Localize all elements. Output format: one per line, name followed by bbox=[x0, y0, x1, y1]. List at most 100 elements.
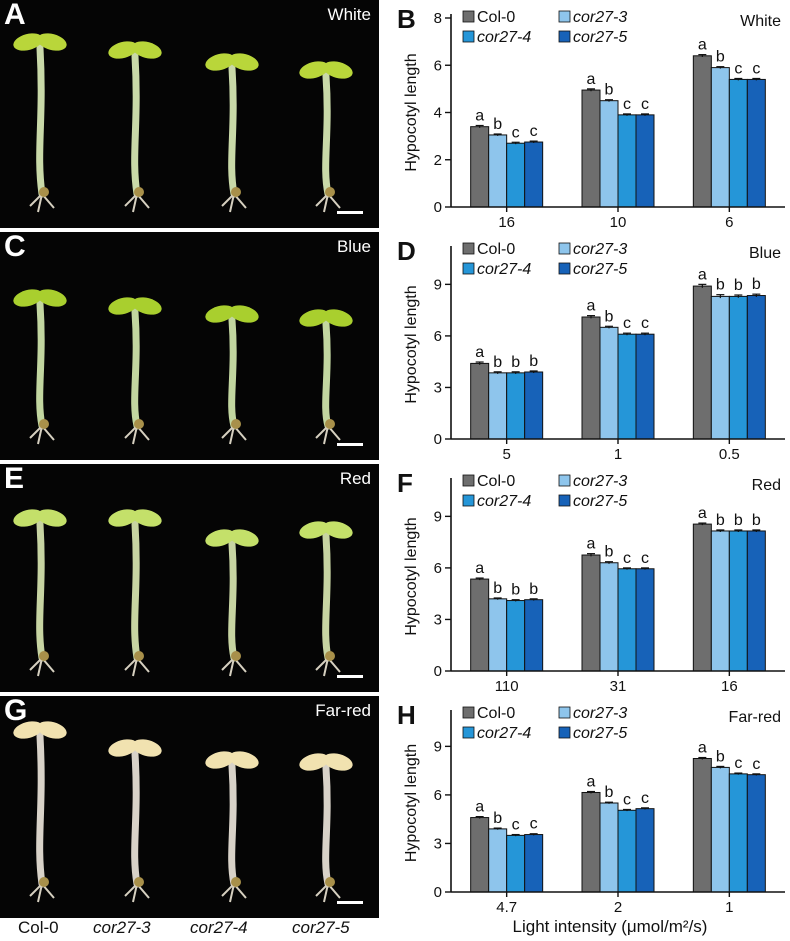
cotyledon bbox=[299, 309, 329, 327]
significance-letter: c bbox=[752, 756, 760, 773]
panel-letter: E bbox=[4, 464, 25, 495]
bar bbox=[524, 371, 544, 440]
bar bbox=[710, 67, 730, 208]
scale-bar bbox=[337, 443, 363, 446]
significance-letter: c bbox=[530, 123, 538, 140]
y-tick-label: 0 bbox=[434, 431, 442, 448]
hypocotyl bbox=[322, 72, 332, 198]
root-hairs bbox=[124, 882, 150, 903]
y-tick-label: 4 bbox=[434, 105, 442, 122]
panel-letter: F bbox=[397, 468, 413, 498]
bar bbox=[617, 114, 637, 208]
condition-label: Red bbox=[339, 469, 371, 488]
legend-label: cor27-5 bbox=[573, 493, 627, 510]
cotyledon bbox=[13, 721, 43, 739]
root-hairs bbox=[124, 192, 150, 213]
cotyledon bbox=[108, 739, 138, 757]
y-tick-label: 0 bbox=[434, 199, 442, 216]
legend-swatch bbox=[462, 10, 475, 23]
cotyledon bbox=[108, 41, 138, 59]
seed-coat bbox=[39, 877, 49, 887]
hypocotyl bbox=[322, 320, 332, 430]
cotyledon bbox=[108, 297, 138, 315]
seed-coat bbox=[39, 187, 49, 197]
significance-letter: b bbox=[511, 354, 520, 371]
legend-swatch bbox=[462, 706, 475, 719]
y-tick-label: 6 bbox=[434, 328, 442, 345]
panel-letter: H bbox=[397, 700, 416, 730]
significance-letter: c bbox=[641, 790, 649, 807]
bar bbox=[488, 828, 508, 893]
cotyledon bbox=[205, 751, 235, 769]
seed-coat bbox=[39, 419, 49, 429]
y-tick-label: 3 bbox=[434, 379, 442, 396]
bar bbox=[581, 554, 601, 672]
hypocotyl bbox=[322, 532, 332, 662]
root-hairs bbox=[29, 424, 55, 445]
root-hairs bbox=[221, 656, 247, 677]
cotyledon bbox=[37, 721, 67, 739]
cotyledon bbox=[132, 41, 162, 59]
significance-letter: c bbox=[641, 315, 649, 332]
x-tick-label: 16 bbox=[721, 678, 738, 695]
significance-letter: a bbox=[475, 344, 484, 361]
seed-coat bbox=[134, 651, 144, 661]
x-tick-label: 1 bbox=[725, 899, 733, 916]
hypocotyl bbox=[228, 762, 238, 888]
photo-panel-a: A White bbox=[0, 0, 379, 228]
significance-letter: a bbox=[698, 505, 707, 522]
cotyledon bbox=[323, 521, 353, 539]
bar bbox=[728, 295, 748, 440]
seed-coat bbox=[39, 651, 49, 661]
bar bbox=[728, 773, 748, 893]
cotyledon bbox=[132, 509, 162, 527]
seed-coat bbox=[134, 877, 144, 887]
significance-letter: b bbox=[529, 581, 538, 598]
chart-panel-b: B White 0 2 4 6 8 Hypocotyl length a b c c 16 a b c c 10 a… bbox=[383, 0, 790, 233]
significance-letter: a bbox=[475, 107, 484, 124]
root-hairs bbox=[221, 882, 247, 903]
photo-panel-e: E Red bbox=[0, 464, 379, 692]
root-hairs bbox=[221, 192, 247, 213]
cotyledon bbox=[37, 509, 67, 527]
hypocotyl bbox=[228, 64, 238, 198]
bar bbox=[746, 295, 766, 440]
chart-panel-h: H Far-red 0 3 6 9 Hypocotyl length a b c c 4.7 a b c c 2… bbox=[383, 696, 790, 929]
bar bbox=[635, 333, 655, 440]
legend-label: cor27-3 bbox=[573, 473, 627, 490]
legend-swatch bbox=[462, 262, 475, 275]
cotyledon bbox=[299, 521, 329, 539]
significance-letter: b bbox=[734, 512, 743, 529]
bar bbox=[746, 774, 766, 893]
y-tick-label: 9 bbox=[434, 738, 442, 755]
x-tick-label: 5 bbox=[502, 446, 510, 463]
legend-label: cor27-3 bbox=[573, 241, 627, 258]
legend-swatch bbox=[558, 474, 571, 487]
significance-letter: a bbox=[698, 37, 707, 54]
significance-letter: b bbox=[605, 544, 614, 561]
y-tick-label: 6 bbox=[434, 560, 442, 577]
bar bbox=[710, 766, 730, 893]
significance-letter: b bbox=[529, 353, 538, 370]
bar bbox=[488, 598, 508, 672]
x-tick-label: 6 bbox=[725, 214, 733, 231]
bar bbox=[617, 809, 637, 893]
seed-coat bbox=[231, 419, 241, 429]
cotyledon bbox=[13, 289, 43, 307]
legend-swatch bbox=[462, 30, 475, 43]
bar bbox=[692, 758, 712, 893]
significance-letter: a bbox=[587, 298, 596, 315]
bar bbox=[728, 530, 748, 672]
cotyledon bbox=[229, 529, 259, 547]
y-axis-label: Hypocotyl length bbox=[403, 744, 420, 862]
hypocotyl bbox=[131, 308, 141, 430]
bar bbox=[635, 114, 655, 208]
significance-letter: c bbox=[512, 817, 520, 834]
bar bbox=[692, 285, 712, 440]
panel-letter: C bbox=[4, 232, 26, 263]
bar bbox=[524, 834, 544, 893]
seedling-photo bbox=[13, 509, 353, 677]
scale-bar bbox=[337, 675, 363, 678]
significance-letter: b bbox=[493, 116, 502, 133]
